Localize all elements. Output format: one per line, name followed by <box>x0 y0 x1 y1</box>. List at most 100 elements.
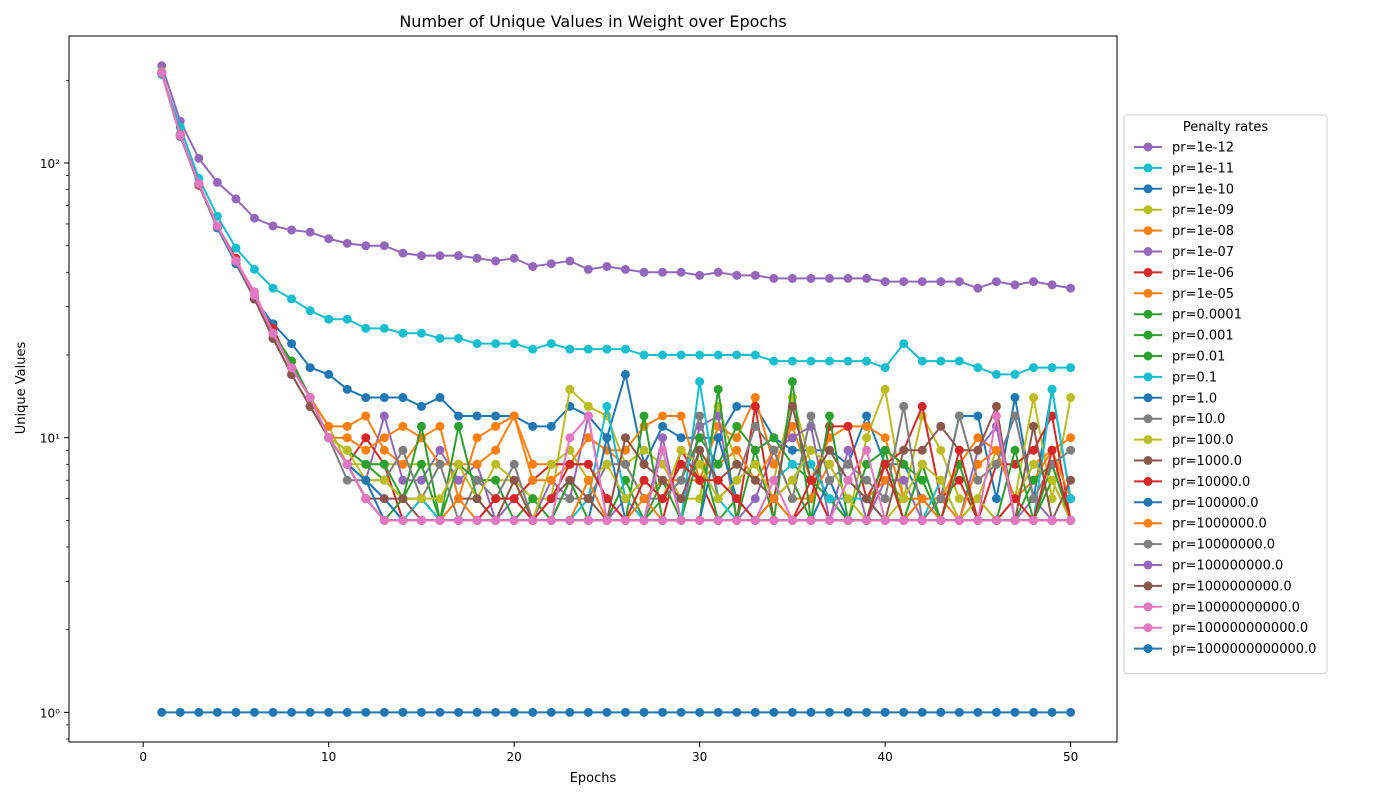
data-point <box>954 445 964 455</box>
data-point <box>769 707 779 717</box>
data-point <box>602 515 612 525</box>
data-point <box>880 363 890 373</box>
data-point <box>732 459 742 469</box>
data-point <box>398 445 408 455</box>
data-point <box>342 314 352 324</box>
data-point <box>862 411 872 421</box>
data-point <box>435 445 445 455</box>
data-point <box>936 707 946 717</box>
data-point <box>491 494 501 504</box>
data-point <box>639 459 649 469</box>
data-point <box>676 494 686 504</box>
data-point <box>620 515 630 525</box>
x-axis-label: Epochs <box>570 771 617 786</box>
data-point <box>695 445 705 455</box>
data-point <box>324 234 334 244</box>
data-point <box>546 259 556 269</box>
data-point <box>472 475 482 485</box>
data-point <box>342 238 352 248</box>
data-point <box>991 515 1001 525</box>
data-point <box>1010 411 1020 421</box>
data-point <box>398 707 408 717</box>
data-point <box>862 494 872 504</box>
data-point <box>1047 411 1057 421</box>
series-pr=100000000000.0 <box>157 68 1076 525</box>
data-point <box>342 421 352 431</box>
data-point <box>157 707 167 717</box>
data-point <box>342 459 352 469</box>
data-point <box>880 445 890 455</box>
data-point <box>546 339 556 349</box>
data-point <box>231 256 241 266</box>
data-point <box>1066 433 1076 443</box>
data-point <box>324 369 334 379</box>
legend-item: pr=10000000000.0 <box>1134 600 1300 615</box>
data-point <box>509 411 519 421</box>
data-point <box>491 421 501 431</box>
data-point <box>769 494 779 504</box>
data-point <box>583 707 593 717</box>
data-point <box>454 494 464 504</box>
legend-label: pr=1e-05 <box>1172 287 1234 302</box>
data-point <box>1010 494 1020 504</box>
data-point <box>713 494 723 504</box>
legend-label: pr=100.0 <box>1172 433 1234 448</box>
data-point <box>472 339 482 349</box>
data-point <box>713 515 723 525</box>
data-point <box>695 411 705 421</box>
data-point <box>639 475 649 485</box>
data-point <box>750 421 760 431</box>
data-point <box>936 515 946 525</box>
data-point <box>491 459 501 469</box>
data-point <box>416 515 426 525</box>
data-point <box>620 459 630 469</box>
data-point <box>249 290 259 300</box>
data-point <box>528 261 538 271</box>
data-point <box>750 459 760 469</box>
data-point <box>825 273 834 283</box>
data-point <box>1066 494 1076 504</box>
data-point <box>880 459 890 469</box>
legend-marker <box>1143 351 1153 361</box>
legend-item: pr=1e-10 <box>1134 182 1234 197</box>
data-point <box>491 475 501 485</box>
data-point <box>361 411 371 421</box>
chart-title: Number of Unique Values in Weight over E… <box>399 12 786 31</box>
data-point <box>602 261 612 271</box>
legend-item: pr=1e-12 <box>1134 141 1234 156</box>
data-point <box>806 459 816 469</box>
legend-marker <box>1143 602 1153 612</box>
legend-marker <box>1143 476 1153 486</box>
data-point <box>825 515 834 525</box>
legend-marker <box>1143 163 1153 173</box>
data-point <box>695 515 705 525</box>
data-point <box>991 459 1001 469</box>
series-line <box>160 65 1071 290</box>
data-point <box>695 475 705 485</box>
data-point <box>509 253 519 263</box>
data-point <box>917 494 927 504</box>
y-tick-label: 10² <box>40 157 60 171</box>
data-point <box>454 411 464 421</box>
data-point <box>305 393 315 403</box>
legend-marker <box>1143 226 1153 236</box>
data-point <box>639 494 649 504</box>
legend-item: pr=1e-06 <box>1134 266 1234 281</box>
data-point <box>880 515 890 525</box>
data-point <box>639 267 649 277</box>
data-point <box>491 256 501 266</box>
data-point <box>528 344 538 354</box>
legend-label: pr=1e-08 <box>1172 224 1234 239</box>
legend-label: pr=1000000000000.0 <box>1172 642 1316 657</box>
data-point <box>899 515 909 525</box>
data-point <box>435 251 445 261</box>
data-point <box>305 707 315 717</box>
data-point <box>787 356 797 366</box>
series-pr=1000000000000.0 <box>157 707 1076 717</box>
data-point <box>695 350 705 360</box>
data-point <box>1066 515 1076 525</box>
data-point <box>917 515 927 525</box>
data-point <box>658 421 668 431</box>
data-point <box>1010 369 1020 379</box>
data-point <box>769 433 779 443</box>
